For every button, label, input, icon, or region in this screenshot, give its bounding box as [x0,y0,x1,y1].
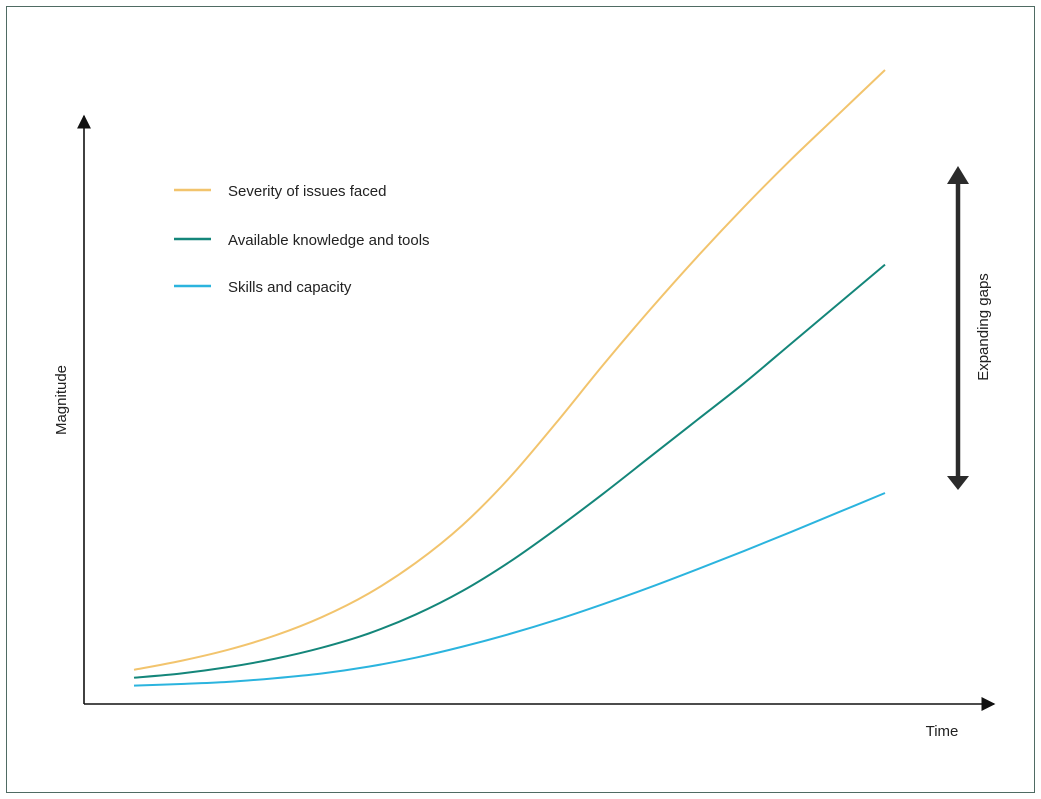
x-axis-label: Time [926,723,959,740]
gap-annotation: Expanding gaps [947,166,992,490]
gap-annotation-label: Expanding gaps [975,273,992,381]
legend-label-severity: Severity of issues faced [228,183,386,200]
legend-label-skills-capacity: Skills and capacity [228,279,352,296]
series-line-severity [133,69,886,671]
gap-arrow-head-up-icon [947,166,969,184]
series-line-knowledge-tools [133,263,886,679]
legend: Severity of issues faced Available knowl… [174,183,430,296]
y-axis-label: Magnitude [53,365,70,435]
series-group [133,69,886,687]
gap-arrow-head-down-icon [947,476,969,490]
legend-label-knowledge-tools: Available knowledge and tools [228,232,430,249]
series-line-skills-capacity [133,492,886,687]
